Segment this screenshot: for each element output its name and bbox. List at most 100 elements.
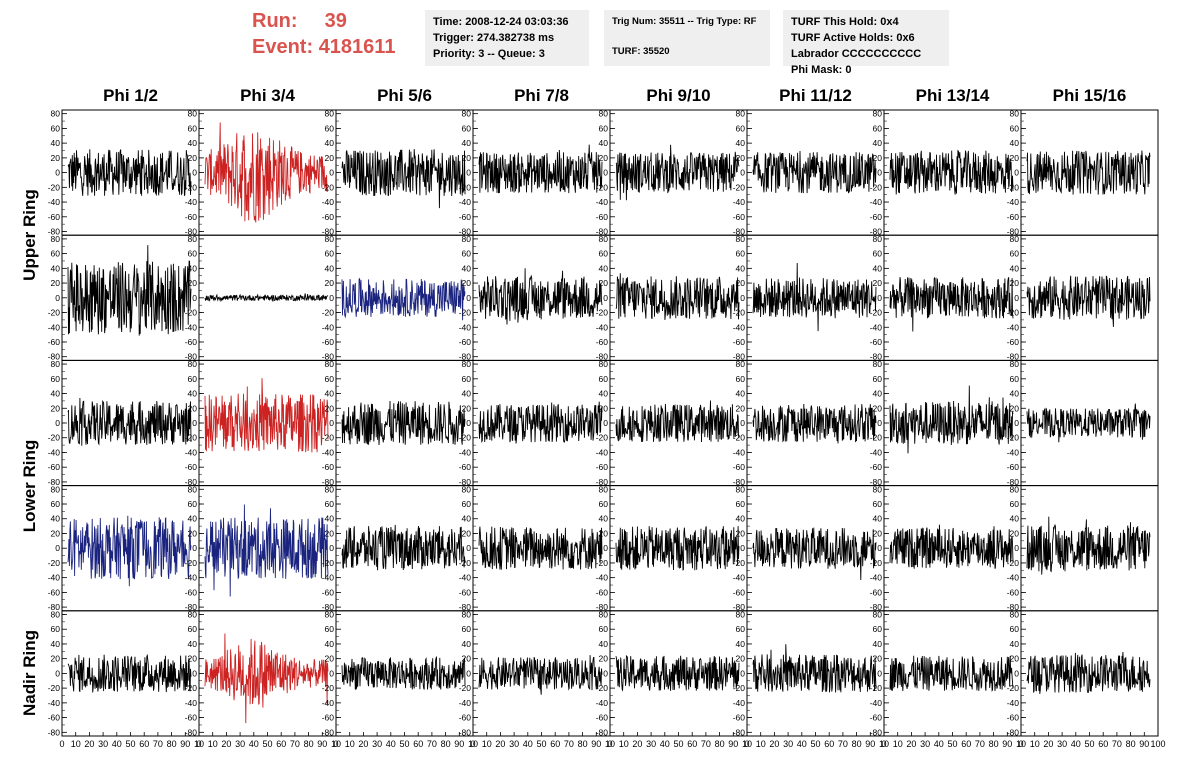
run-value: 39	[324, 10, 347, 32]
y-tick-label: -60	[1007, 713, 1020, 723]
y-tick-label: 80	[51, 109, 61, 119]
y-tick-label: -80	[733, 727, 746, 737]
y-tick-label: -20	[1007, 558, 1020, 568]
x-tick-label: 70	[564, 739, 574, 749]
y-tick-label: 40	[325, 138, 335, 148]
waveform-panel: -80 -60 -40 -20 0 20 40 60 80	[185, 234, 337, 362]
waveform-panel: -80 -60 -40 -20 0 20 40 60 80	[322, 234, 474, 362]
y-tick-label: -80	[459, 602, 472, 612]
waveform-trace	[1026, 516, 1151, 575]
y-tick-label: 40	[873, 514, 883, 524]
y-tick-label: 20	[462, 654, 472, 664]
x-tick-label: 0	[607, 739, 612, 749]
x-tick-label: 40	[660, 739, 670, 749]
x-tick-label: 10	[605, 739, 615, 749]
y-tick-label: 80	[462, 484, 472, 494]
column-header: Phi 15/16	[1052, 86, 1127, 105]
waveform-trace	[615, 144, 740, 201]
waveform-trace	[615, 400, 740, 443]
y-tick-label: -80	[870, 477, 883, 487]
x-tick-label: 30	[1057, 739, 1067, 749]
y-tick-label: 80	[462, 109, 472, 119]
y-tick-label: 80	[736, 609, 746, 619]
x-tick-label: 20	[1043, 739, 1053, 749]
y-tick-label: 40	[462, 514, 472, 524]
y-tick-label: 40	[1010, 514, 1020, 524]
y-tick-label: -80	[596, 227, 609, 237]
y-tick-label: 40	[51, 138, 61, 148]
x-tick-label: 10	[1030, 739, 1040, 749]
waveform-panel: -80 -60 -40 -20 0 20 40 60 80	[1007, 359, 1159, 487]
run-event-box: Run: 39 Event: 4181611	[252, 8, 395, 60]
waveform-panel: -80 -60 -40 -20 0 20 40 60 80	[1007, 109, 1159, 237]
waveform-panel: -80 -60 -40 -20 0 20 40 60 80	[596, 109, 748, 237]
waveform-trace	[341, 400, 466, 446]
y-tick-label: 80	[873, 609, 883, 619]
y-tick-label: 0	[877, 168, 882, 178]
y-tick-label: -80	[48, 602, 61, 612]
y-tick-label: 40	[51, 514, 61, 524]
y-tick-label: 80	[873, 234, 883, 244]
y-tick-label: 40	[462, 389, 472, 399]
y-tick-label: 20	[599, 403, 609, 413]
y-tick-label: 60	[325, 123, 335, 133]
y-tick-label: -60	[870, 212, 883, 222]
y-tick-label: -20	[870, 182, 883, 192]
y-tick-label: 60	[873, 624, 883, 634]
y-tick-label: 40	[188, 263, 198, 273]
y-tick-label: 80	[599, 234, 609, 244]
y-tick-label: -20	[733, 683, 746, 693]
y-tick-label: 20	[188, 153, 198, 163]
y-tick-label: 60	[462, 374, 472, 384]
y-tick-label: -60	[596, 713, 609, 723]
x-tick-label: 0	[470, 739, 475, 749]
y-tick-label: 0	[192, 293, 197, 303]
y-tick-label: 20	[462, 153, 472, 163]
y-tick-label: 40	[873, 389, 883, 399]
waveform-trace	[752, 403, 877, 444]
waveform-panel: -80 -60 -40 -20 0 20 40 60 80	[870, 234, 1022, 362]
waveform-panel: -80 -60 -40 -20 0 20 40 60 80	[733, 484, 885, 612]
y-tick-label: 0	[329, 668, 334, 678]
x-tick-label: 10	[482, 739, 492, 749]
y-tick-label: -80	[733, 352, 746, 362]
y-tick-label: -80	[733, 227, 746, 237]
y-tick-label: 0	[740, 543, 745, 553]
y-tick-label: 20	[462, 403, 472, 413]
y-tick-label: -80	[459, 352, 472, 362]
run-row: Run: 39	[252, 8, 395, 34]
waveform-trace	[752, 527, 877, 581]
y-tick-label: -20	[185, 308, 198, 318]
y-tick-label: 0	[192, 543, 197, 553]
y-tick-label: -80	[322, 602, 335, 612]
y-tick-label: 80	[599, 109, 609, 119]
y-tick-label: 40	[599, 639, 609, 649]
y-tick-label: 60	[1010, 624, 1020, 634]
waveform-panel: -80 -60 -40 -20 0 20 40 60 80	[459, 609, 611, 737]
event-label: Event:	[252, 36, 314, 58]
x-tick-label: 70	[838, 739, 848, 749]
y-tick-label: -40	[322, 573, 335, 583]
y-tick-label: -60	[733, 713, 746, 723]
y-tick-label: -20	[185, 433, 198, 443]
y-tick-label: 0	[877, 293, 882, 303]
y-tick-label: -60	[733, 587, 746, 597]
y-tick-label: -40	[733, 447, 746, 457]
waveform-trace	[478, 526, 603, 570]
x-tick-label: 80	[441, 739, 451, 749]
x-tick-label: 20	[495, 739, 505, 749]
y-tick-label: -60	[185, 462, 198, 472]
waveform-panel: -80 -60 -40 -20 0 20 40 60 80	[459, 234, 611, 362]
y-tick-label: -40	[459, 322, 472, 332]
y-tick-label: -60	[322, 587, 335, 597]
y-tick-label: 60	[599, 499, 609, 509]
y-tick-label: -40	[870, 322, 883, 332]
y-tick-label: -20	[322, 683, 335, 693]
y-tick-label: -80	[322, 227, 335, 237]
waveform-trace	[1026, 150, 1151, 195]
y-tick-label: -20	[459, 558, 472, 568]
y-tick-label: 0	[55, 543, 60, 553]
x-tick-label: 60	[687, 739, 697, 749]
y-tick-label: 60	[188, 123, 198, 133]
